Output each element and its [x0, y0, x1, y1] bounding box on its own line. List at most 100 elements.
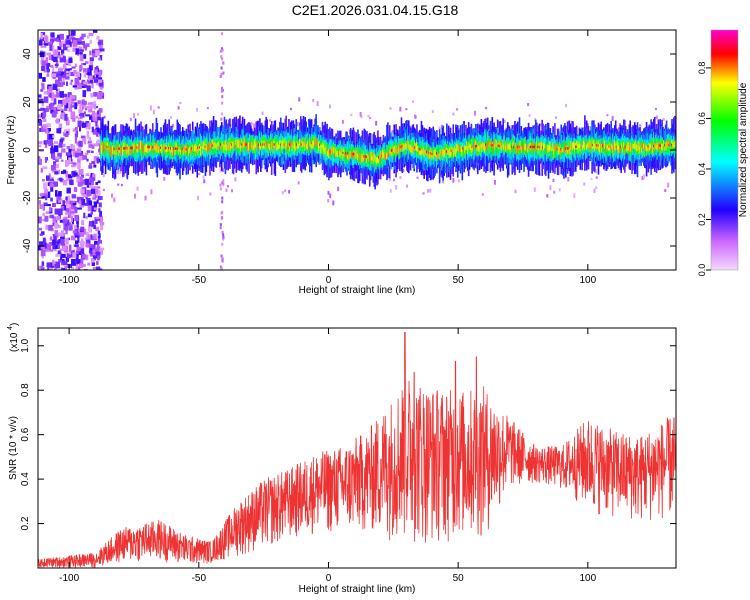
spectrogram-cell	[45, 224, 49, 230]
spectrogram-cell	[66, 253, 71, 259]
spectrogram-cell	[49, 44, 53, 51]
spectrogram-cell	[92, 30, 98, 33]
spectrogram-cell	[357, 153, 359, 161]
spectrogram-cell	[50, 186, 54, 192]
spectrogram-cell	[269, 119, 272, 122]
spectrogram-cell	[594, 144, 597, 149]
spectrogram-cell	[600, 140, 602, 148]
spectrogram-cell	[61, 159, 64, 162]
spectrogram-cell	[305, 138, 307, 146]
spectrogram-cell	[85, 114, 90, 117]
spectrogram-cell	[82, 263, 86, 268]
spectrogram-cell	[584, 139, 587, 146]
spectrogram-cell	[599, 144, 602, 153]
spectrogram-cell	[640, 143, 642, 148]
spectrogram-cell	[222, 182, 225, 186]
spectrogram-cell	[52, 259, 55, 267]
spectrogram-cell	[44, 64, 50, 70]
snr-series-line	[38, 331, 676, 568]
spectrogram-cell	[329, 193, 332, 199]
spectrogram-cell	[86, 85, 91, 92]
spectrogram-cell	[95, 127, 100, 133]
spectrogram-cell	[603, 144, 605, 151]
x-tick-label: 50	[453, 275, 465, 286]
spectrogram-cell	[50, 147, 55, 154]
spectrogram-cell	[71, 144, 76, 150]
spectrogram-cell	[73, 187, 78, 192]
spectrogram-cell	[54, 245, 59, 249]
spectrogram-cell	[68, 58, 73, 63]
spectrogram-cell	[494, 143, 496, 150]
spectrogram-cell	[87, 106, 91, 110]
spectrogram-cell	[65, 202, 71, 206]
spectrogram-cell	[67, 195, 71, 203]
spectrogram-cell	[521, 139, 524, 154]
spectrogram-cell	[485, 106, 488, 110]
spectrogram-cell	[80, 115, 83, 119]
spectrogram-cell	[387, 152, 389, 159]
spectrogram-cell	[53, 94, 59, 98]
spectrogram-cell	[476, 144, 478, 152]
spectrogram-cell	[645, 144, 648, 151]
spectrogram-cell	[84, 106, 89, 109]
spectrogram-cell	[117, 169, 120, 175]
spectrogram-cell	[62, 74, 66, 79]
spectrogram-cell	[123, 142, 126, 151]
spectrogram-cell	[411, 132, 414, 157]
spectrogram-cell	[83, 81, 88, 85]
spectrogram-cell	[289, 107, 292, 110]
spectrogram-cell	[484, 143, 486, 153]
spectrogram-cell	[43, 96, 49, 103]
snr-x-ticks: -100 -50 0 50 100	[59, 328, 597, 584]
spectrogram-cell	[499, 141, 502, 154]
spectrogram-cell	[54, 230, 59, 236]
spectrogram-cell	[465, 146, 467, 151]
spectrogram-cell	[69, 250, 75, 258]
spectrogram-cell	[646, 146, 649, 152]
spectrogram-cell	[86, 185, 90, 188]
spectrogram-cell	[452, 178, 455, 183]
spectrogram-cell	[79, 228, 85, 235]
spectrogram-cell	[68, 107, 73, 112]
spectrogram-cell	[334, 144, 337, 160]
spectrogram-cell	[46, 128, 52, 132]
spectrogram-cell	[72, 150, 77, 157]
spectrogram-cell	[217, 142, 219, 147]
spectrogram-cell	[218, 141, 220, 147]
spectrogram-cell	[54, 190, 58, 197]
spectrogram-cell	[222, 233, 225, 237]
spectrogram-cell	[555, 116, 558, 119]
spectrogram-cell	[38, 227, 42, 231]
spectrogram-cell	[220, 66, 223, 70]
spectrogram-cell	[95, 76, 98, 81]
spectrogram-cell	[71, 194, 76, 199]
colorbar-label: Normalized spectral amplitude	[738, 82, 749, 217]
spectrogram-cell	[628, 142, 631, 152]
spectrogram-cell	[114, 148, 117, 156]
spectrogram-cell	[46, 52, 51, 56]
spectrogram-cell	[240, 144, 243, 152]
spectrogram-cell	[456, 146, 459, 157]
spectrogram-cell	[620, 144, 622, 154]
spectrogram-cell	[651, 138, 653, 155]
spectrogram-cell	[67, 69, 71, 73]
spectrogram-cell	[104, 141, 107, 149]
spectrogram-cell	[215, 143, 218, 149]
spectrogram-cell	[41, 65, 45, 72]
spectrogram-cell	[327, 199, 330, 203]
spectrogram-cell	[209, 192, 212, 196]
spectrogram-cell	[548, 144, 551, 152]
spectrogram-cell	[258, 144, 260, 152]
spectrogram-cell	[149, 105, 152, 111]
spectrogram-cell	[338, 150, 341, 157]
spectrogram-cell	[219, 226, 222, 230]
spectrogram-cell	[549, 141, 552, 151]
spectrogram-cell	[98, 208, 101, 213]
spectrogram-cell	[166, 146, 169, 153]
spectrogram-cell	[84, 237, 88, 240]
spectrogram-cell	[59, 57, 64, 63]
spectrogram-cell	[176, 145, 179, 155]
spectrogram-cell	[190, 147, 192, 154]
colorbar-ticks: 0.00.20.40.60.8	[697, 62, 711, 276]
spectrogram-cell	[589, 139, 592, 148]
